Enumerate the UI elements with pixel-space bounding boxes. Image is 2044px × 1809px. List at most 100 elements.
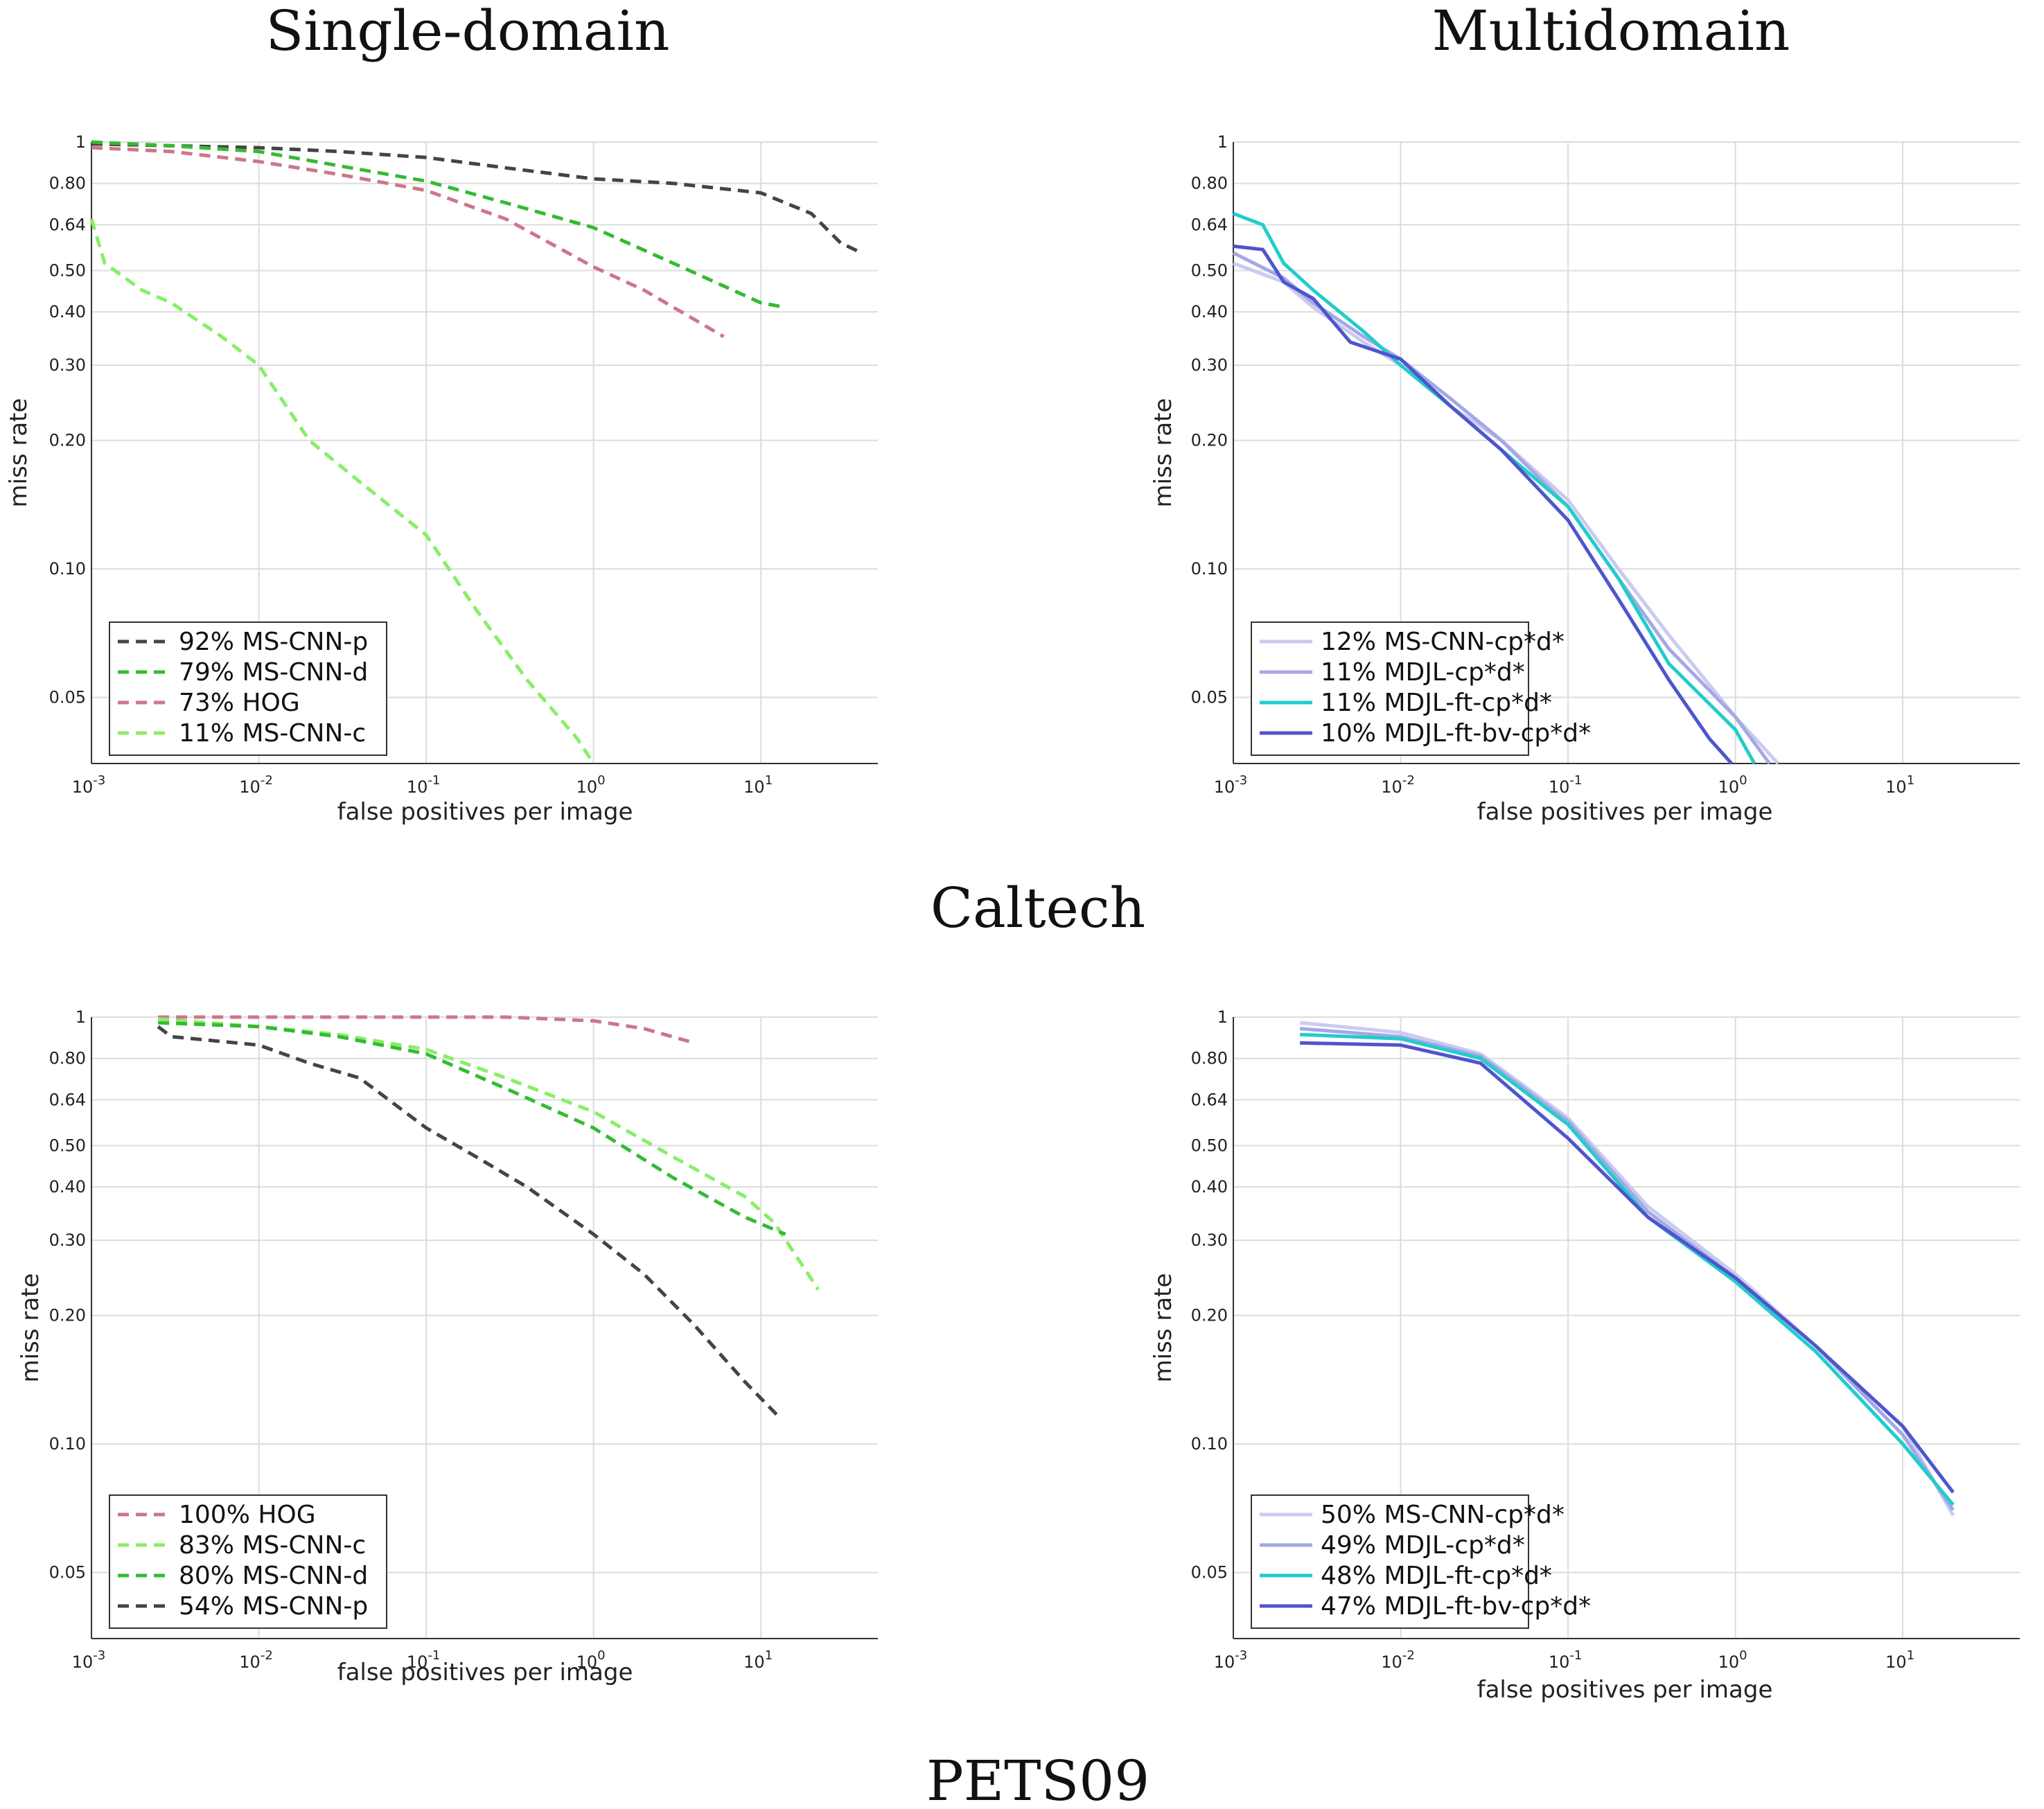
series-line [91, 140, 786, 310]
series-line [1300, 1041, 1955, 1494]
x-tick-label: 10-3 [1214, 773, 1248, 797]
y-tick-label: 0.80 [49, 1049, 86, 1068]
x-tick-label: 101 [1885, 773, 1914, 797]
series-line [157, 1017, 820, 1291]
x-tick-label: 100 [576, 773, 606, 797]
y-tick-label: 0.20 [49, 1306, 86, 1325]
y-tick-label: 0.10 [1191, 1434, 1228, 1454]
x-tick-label: 101 [1885, 1648, 1914, 1672]
x-tick-label: 10-1 [1549, 773, 1583, 797]
series-line [1233, 261, 1780, 765]
y-tick-label: 0.80 [1191, 174, 1228, 193]
x-axis-label: false positives per image [337, 798, 633, 826]
legend-entry: 12% MS-CNN-cp*d* [1321, 628, 1565, 656]
y-tick-label: 0.40 [1191, 1177, 1228, 1197]
y-tick-label: 0.05 [1191, 1563, 1228, 1582]
y-tick-label: 0.20 [1191, 1306, 1228, 1325]
y-tick-label: 1 [76, 1007, 86, 1027]
y-tick-label: 0.30 [49, 1230, 86, 1250]
x-tick-label: 10-2 [1381, 773, 1415, 797]
x-tick-label: 10-3 [72, 773, 106, 797]
x-tick-label: 10-1 [1549, 1648, 1583, 1672]
y-axis-label: miss rate [5, 398, 33, 508]
x-axis-label: false positives per image [1477, 1676, 1773, 1704]
y-tick-label: 0.20 [1191, 431, 1228, 450]
x-tick-label: 10-3 [1214, 1648, 1248, 1672]
y-axis-label: miss rate [1149, 398, 1177, 508]
x-tick-label: 10-2 [239, 773, 273, 797]
y-tick-label: 0.30 [1191, 1230, 1228, 1250]
legend-entry: 100% HOG [179, 1501, 316, 1529]
y-tick-label: 0.40 [49, 302, 86, 321]
y-tick-label: 0.05 [49, 1563, 86, 1582]
y-tick-label: 0.50 [49, 261, 86, 280]
pets09-single-domain-plot: 1 0.80 0.64 0.50 0.40 0.30 0.20 0.10 0.05 10-3 10-… [17, 1007, 878, 1686]
x-axis-label: false positives per image [337, 1659, 633, 1686]
series-line [1299, 1021, 1955, 1517]
y-axis-label: miss rate [17, 1273, 44, 1383]
legend-entry: 47% MDJL-ft-bv-cp*d* [1321, 1592, 1591, 1621]
y-tick-label: 0.05 [1191, 688, 1228, 707]
legend-entry: 83% MS-CNN-c [179, 1531, 366, 1560]
series-line [1232, 251, 1771, 765]
caltech-single-domain-plot: 1 0.80 0.64 0.50 0.40 0.30 0.20 0.10 0.05 10-3 10-… [5, 132, 878, 826]
x-tick-label: 100 [1718, 1648, 1747, 1672]
y-tick-label: 0.40 [49, 1177, 86, 1197]
y-tick-label: 0.50 [1191, 1136, 1228, 1155]
legend-entry: 11% MDJL-ft-cp*d* [1321, 689, 1552, 717]
y-tick-label: 0.40 [1191, 302, 1228, 321]
legend-entry: 73% HOG [179, 689, 300, 717]
legend-entry: 54% MS-CNN-p [179, 1592, 368, 1621]
y-tick-label: 1 [1217, 132, 1228, 152]
y-tick-label: 0.80 [1191, 1049, 1228, 1068]
x-tick-label: 10-3 [72, 1648, 106, 1672]
y-tick-label: 0.10 [1191, 559, 1228, 579]
y-tick-label: 0.50 [49, 1136, 86, 1155]
legend-entry: 48% MDJL-ft-cp*d* [1321, 1562, 1552, 1590]
x-tick-label: 100 [1718, 773, 1747, 797]
caltech-multidomain-plot: 1 0.80 0.64 0.50 0.40 0.30 0.20 0.10 0.05 10-3 10-… [1149, 132, 2020, 826]
y-tick-label: 0.05 [49, 688, 86, 707]
y-tick-label: 0.30 [49, 355, 86, 375]
series-line [158, 1021, 786, 1236]
y-tick-label: 0.80 [49, 174, 86, 193]
y-tick-label: 0.10 [49, 559, 86, 579]
series-line [1233, 244, 1734, 765]
x-tick-label: 10-1 [407, 773, 441, 797]
legend-entry: 50% MS-CNN-cp*d* [1321, 1501, 1565, 1529]
x-tick-label: 10-2 [239, 1648, 273, 1672]
y-tick-label: 1 [76, 132, 86, 152]
x-tick-label: 100 [576, 1648, 606, 1672]
x-tick-label: 101 [743, 773, 773, 797]
heading-caltech: Caltech [931, 876, 1145, 940]
heading-single-domain: Single-domain [265, 0, 669, 63]
series-line [91, 145, 725, 339]
series-line [89, 218, 595, 765]
y-tick-label: 0.64 [1191, 215, 1228, 234]
y-tick-label: 1 [1217, 1007, 1228, 1027]
x-tick-label: 10-1 [407, 1648, 441, 1672]
series-line [158, 1015, 695, 1045]
legend-entry: 11% MS-CNN-c [179, 719, 366, 748]
x-tick-label: 10-2 [1381, 1648, 1415, 1672]
legend-entry: 79% MS-CNN-d [179, 658, 368, 687]
y-tick-label: 0.10 [49, 1434, 86, 1454]
legend-entry: 49% MDJL-cp*d* [1321, 1531, 1525, 1560]
legend-entry: 80% MS-CNN-d [179, 1562, 368, 1590]
y-tick-label: 0.30 [1191, 355, 1228, 375]
y-tick-label: 0.64 [49, 1090, 86, 1109]
x-axis-label: false positives per image [1477, 798, 1773, 826]
series-line [157, 1025, 782, 1420]
legend-entry: 10% MDJL-ft-bv-cp*d* [1321, 719, 1591, 748]
legend-entry: 92% MS-CNN-p [179, 628, 368, 656]
x-tick-label: 101 [743, 1648, 773, 1672]
y-tick-label: 0.50 [1191, 261, 1228, 280]
series-line [91, 142, 863, 255]
heading-multidomain: Multidomain [1432, 0, 1790, 63]
y-tick-label: 0.20 [49, 431, 86, 450]
series-line [1299, 1032, 1955, 1506]
pets09-multidomain-plot: 1 0.80 0.64 0.50 0.40 0.30 0.20 0.10 0.05 10-3 10-… [1149, 1007, 2020, 1704]
series-line [1299, 1027, 1955, 1511]
legend-entry: 11% MDJL-cp*d* [1321, 658, 1525, 687]
